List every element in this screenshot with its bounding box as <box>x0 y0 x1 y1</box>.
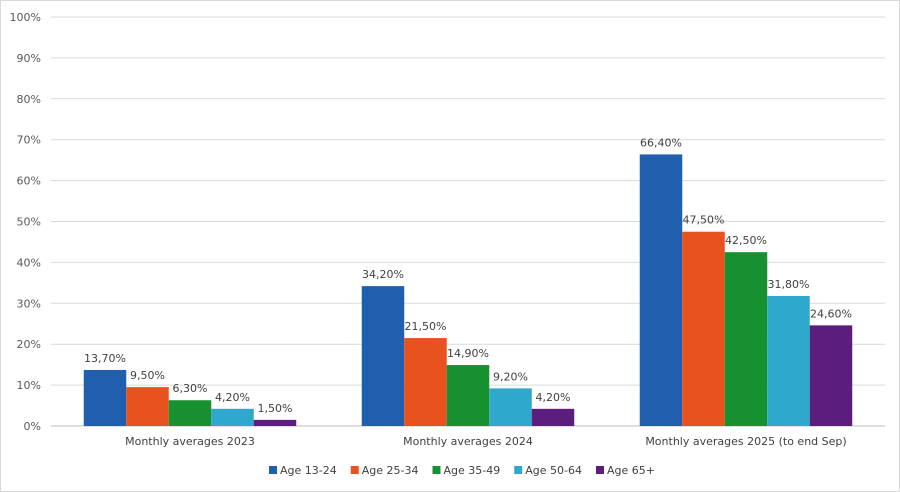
legend-label: Age 35-49 <box>444 464 501 477</box>
bar <box>211 408 254 426</box>
x-category-label: Monthly averages 2025 (to end Sep) <box>645 435 846 448</box>
data-label: 4,20% <box>536 391 571 404</box>
y-tick-label: 40% <box>17 256 41 269</box>
bar <box>361 286 405 426</box>
bar <box>767 295 810 426</box>
bar <box>126 387 169 426</box>
bar <box>809 325 853 426</box>
data-label: 13,70% <box>84 352 126 365</box>
bar <box>489 388 532 426</box>
data-label: 1,50% <box>258 402 293 415</box>
bar <box>639 154 683 426</box>
bar <box>404 338 447 426</box>
bar <box>83 369 127 426</box>
legend-swatch <box>350 466 359 474</box>
y-tick-label: 30% <box>17 297 41 310</box>
legend-swatch <box>432 466 441 474</box>
y-tick-label: 70% <box>17 134 41 147</box>
data-label: 47,50% <box>683 214 725 227</box>
data-label: 6,30% <box>173 382 208 395</box>
bar <box>168 400 212 426</box>
data-label: 21,50% <box>405 320 447 333</box>
bars <box>83 154 853 426</box>
data-label: 9,50% <box>130 369 165 382</box>
gridlines <box>51 16 885 427</box>
y-tick-label: 90% <box>17 52 41 65</box>
y-tick-label: 80% <box>17 93 41 106</box>
y-axis-ticks: 0% 10% 20% 30% 40% 50% 60% 70% 80% 90% 100% <box>10 11 41 433</box>
y-tick-label: 60% <box>17 175 41 188</box>
y-tick-label: 100% <box>10 11 41 24</box>
legend: Age 13-24 Age 25-34 Age 35-49 Age 50-64 Age … <box>269 464 655 477</box>
bar <box>253 419 297 426</box>
bar <box>446 365 490 426</box>
legend-label: Age 50-64 <box>525 464 582 477</box>
data-label: 24,60% <box>810 307 852 320</box>
data-label: 14,90% <box>447 347 489 360</box>
y-tick-label: 10% <box>17 379 41 392</box>
data-label: 9,20% <box>493 370 528 383</box>
data-label: 4,20% <box>215 391 250 404</box>
x-category-label: Monthly averages 2023 <box>125 435 255 448</box>
bar <box>724 252 768 426</box>
bar <box>531 408 575 426</box>
data-label: 66,40% <box>640 136 682 149</box>
data-labels: 13,70% 9,50% 6,30% 4,20% 1,50% 34,20% 21,50% 14… <box>84 136 852 414</box>
legend-label: Age 13-24 <box>280 464 337 477</box>
y-tick-label: 20% <box>17 338 41 351</box>
x-axis-categories: Monthly averages 2023 Monthly averages 20… <box>125 435 847 448</box>
legend-swatch <box>269 466 277 474</box>
y-tick-label: 50% <box>17 216 41 229</box>
legend-swatch <box>514 466 523 474</box>
y-tick-label: 0% <box>24 420 41 433</box>
x-category-label: Monthly averages 2024 <box>403 435 533 448</box>
legend-label: Age 25-34 <box>362 464 419 477</box>
legend-label: Age 65+ <box>607 464 655 477</box>
bar <box>682 231 725 426</box>
data-label: 42,50% <box>725 234 767 247</box>
legend-swatch <box>596 466 604 474</box>
data-label: 31,80% <box>768 278 810 291</box>
data-label: 34,20% <box>362 268 404 281</box>
